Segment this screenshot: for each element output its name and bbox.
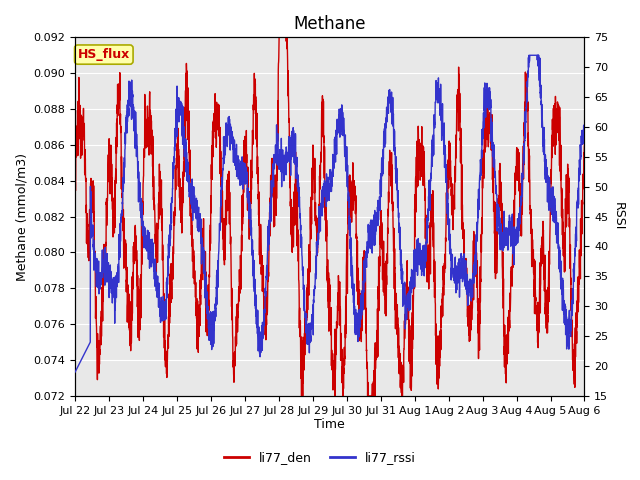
Text: HS_flux: HS_flux: [77, 48, 130, 61]
Y-axis label: RSSI: RSSI: [612, 203, 625, 231]
X-axis label: Time: Time: [314, 419, 345, 432]
Legend: li77_den, li77_rssi: li77_den, li77_rssi: [219, 446, 421, 469]
Y-axis label: Methane (mmol/m3): Methane (mmol/m3): [15, 153, 28, 281]
Title: Methane: Methane: [294, 15, 366, 33]
